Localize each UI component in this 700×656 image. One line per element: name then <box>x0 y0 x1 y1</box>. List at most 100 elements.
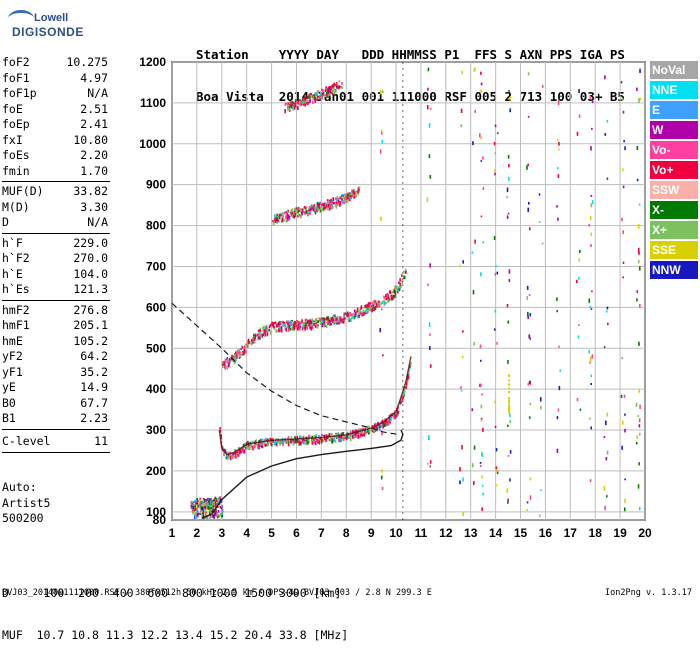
echo-point <box>214 511 217 516</box>
echo-point <box>286 216 288 219</box>
noise-point <box>506 187 509 193</box>
echo-point <box>239 449 242 453</box>
noise-point <box>606 412 609 417</box>
echo-point <box>286 320 289 323</box>
noise-point <box>591 127 593 130</box>
echo-point <box>237 351 240 355</box>
echo-point <box>397 410 400 414</box>
echo-point <box>327 316 329 320</box>
echo-point <box>281 220 283 223</box>
noise-point <box>460 389 463 392</box>
echo-point <box>377 425 380 427</box>
echo-point <box>245 448 247 450</box>
noise-point <box>479 344 482 349</box>
echo-point <box>294 440 296 443</box>
noise-point <box>509 108 512 113</box>
noise-point <box>591 200 594 205</box>
noise-point <box>480 404 483 409</box>
echo-point <box>266 328 268 331</box>
noise-point <box>471 408 474 412</box>
echo-trace <box>272 186 361 226</box>
echo-point <box>402 270 405 273</box>
echo-point <box>394 293 397 296</box>
echo-point <box>263 328 266 332</box>
echo-point <box>409 362 412 367</box>
echo-point <box>389 416 391 420</box>
echo-point <box>340 318 342 322</box>
echo-point <box>340 85 342 89</box>
noise-point <box>638 341 640 346</box>
echo-point <box>301 99 304 103</box>
echo-point <box>304 318 307 322</box>
echo-point <box>335 200 338 205</box>
echo-point <box>288 321 291 324</box>
noise-point <box>590 382 592 386</box>
param-value: 10.80 <box>73 132 108 147</box>
chart-grid <box>171 61 646 521</box>
echo-point <box>376 303 379 308</box>
echo-point <box>392 294 395 298</box>
echo-point <box>284 326 287 329</box>
echo-point <box>310 92 313 97</box>
echo-point <box>333 201 336 204</box>
noise-point <box>590 308 593 311</box>
muf-row: MUF 10.7 10.8 11.3 12.2 13.4 15.2 20.4 3… <box>2 628 349 642</box>
echo-point <box>286 107 289 111</box>
echo-point <box>266 332 269 337</box>
echo-point <box>344 198 346 201</box>
echo-point <box>309 97 311 102</box>
echo-point <box>287 102 289 107</box>
param-value: 2.23 <box>80 411 108 425</box>
echo-point <box>334 439 337 443</box>
echo-point <box>254 337 256 340</box>
echo-point <box>242 351 245 356</box>
echo-point <box>259 442 261 446</box>
echo-point <box>281 217 284 221</box>
noise-point <box>496 271 499 275</box>
echo-point <box>237 453 240 457</box>
noise-point <box>507 359 509 364</box>
echo-point <box>236 449 239 453</box>
echo-point <box>312 205 315 209</box>
echo-point <box>400 398 403 402</box>
echo-point <box>401 398 404 403</box>
noise-point <box>558 345 560 348</box>
echo-point <box>318 206 321 210</box>
echo-point <box>275 441 277 445</box>
echo-point <box>220 507 223 510</box>
echo-point <box>279 439 282 443</box>
noise-point <box>528 334 531 339</box>
echo-point <box>215 497 218 500</box>
header-labels: Station YYYY DAY DDD HHMMSS P1 FFS S AXN… <box>196 47 625 62</box>
noise-point <box>556 297 558 301</box>
legend-item: X- <box>650 201 698 219</box>
echo-point <box>357 187 360 190</box>
echo-point <box>288 105 290 108</box>
noise-point <box>527 207 530 212</box>
noise-point <box>638 432 641 436</box>
echo-point <box>202 507 205 512</box>
echo-point <box>203 498 206 503</box>
echo-point <box>310 94 312 97</box>
echo-point <box>339 316 341 319</box>
noise-point <box>578 258 580 262</box>
echo-point <box>274 221 277 224</box>
echo-point <box>388 297 391 301</box>
echo-point <box>242 449 244 453</box>
echo-point <box>234 359 237 363</box>
echo-point <box>352 430 354 433</box>
noise-point <box>481 475 483 479</box>
param-row: yF2 64.2 <box>2 349 108 364</box>
echo-point <box>399 285 401 290</box>
echo-point <box>319 93 322 96</box>
echo-point <box>222 366 224 369</box>
echo-point <box>272 220 274 223</box>
echo-point <box>303 205 306 208</box>
echo-point <box>355 194 357 198</box>
noise-point <box>429 364 432 368</box>
echo-point <box>227 358 229 362</box>
param-label: h`Es <box>2 282 30 296</box>
echo-point <box>331 439 333 444</box>
echo-point <box>383 300 385 303</box>
noise-point <box>638 424 641 428</box>
